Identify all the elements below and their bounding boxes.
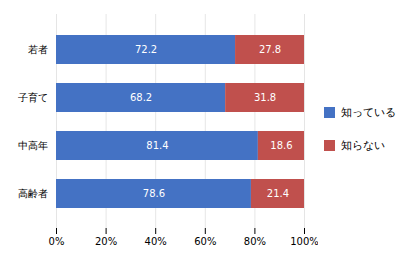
svg-text:31.8: 31.8 [254, 92, 276, 103]
html-text:知らない: 知らない [341, 139, 385, 152]
svg-text:60%: 60% [194, 236, 216, 247]
svg-text:72.2: 72.2 [135, 44, 157, 55]
svg-text:40%: 40% [145, 236, 167, 247]
svg-text:20%: 20% [95, 236, 117, 247]
html-text:知っている: 知っている [341, 106, 396, 119]
svg-text:80%: 80% [244, 236, 266, 247]
svg-text:81.4: 81.4 [146, 140, 168, 151]
svg-text:0%: 0% [49, 236, 65, 247]
svg-text:68.2: 68.2 [130, 92, 152, 103]
svg-text:子育て: 子育て [18, 92, 48, 103]
svg-text:高齢者: 高齢者 [18, 188, 48, 199]
svg-text:78.6: 78.6 [143, 188, 165, 199]
svg-text:100%: 100% [290, 236, 318, 247]
svg-text:21.4: 21.4 [267, 188, 289, 199]
svg-text:18.6: 18.6 [270, 140, 292, 151]
svg-text:中高年: 中高年 [18, 140, 48, 151]
svg-text:27.8: 27.8 [259, 44, 281, 55]
svg-text:若者: 若者 [28, 44, 48, 55]
